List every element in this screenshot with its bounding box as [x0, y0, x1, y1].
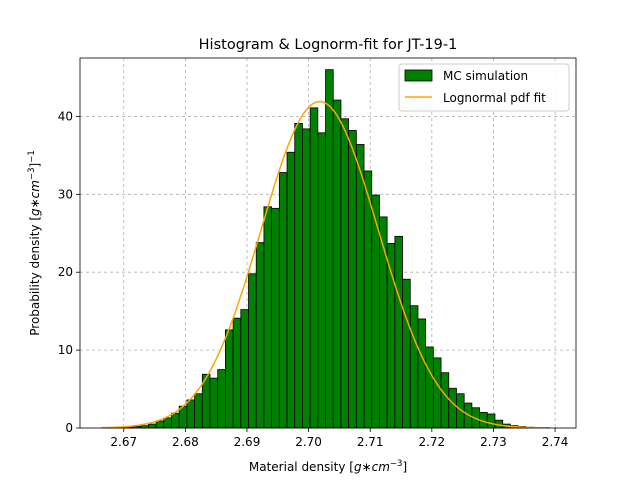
- histogram-bar: [340, 118, 350, 429]
- x-tick-label: 2.71: [357, 435, 384, 449]
- histogram-bar: [186, 399, 196, 429]
- histogram-bar: [486, 413, 496, 429]
- histogram-bar: [163, 417, 172, 429]
- histogram-bar: [440, 372, 450, 429]
- x-tick-label: 2.70: [295, 435, 322, 449]
- y-tick-label: 40: [58, 109, 73, 123]
- histogram-bar: [317, 132, 326, 429]
- y-axis-label-close: ]: [28, 163, 42, 168]
- chart-title: Histogram & Lognorm-fit for JT-19-1: [199, 37, 458, 53]
- legend-box: [398, 63, 570, 112]
- histogram-bar: [302, 128, 311, 429]
- histogram-bar: [363, 170, 373, 429]
- histogram-bar: [209, 377, 219, 429]
- x-axis-label-text: Material density [: [249, 460, 354, 474]
- legend-swatch-histogram: [404, 69, 433, 82]
- y-axis-label-math: g∗cm: [28, 180, 42, 216]
- histogram-bar: [147, 423, 157, 429]
- histogram-bar: [217, 369, 226, 429]
- y-axis-label-exp: −3: [27, 167, 37, 180]
- histogram-bar: [325, 69, 334, 429]
- legend-label-fit: Lognormal pdf fit: [443, 91, 546, 105]
- histogram-bar: [278, 172, 288, 429]
- histogram-bar: [448, 387, 457, 429]
- x-axis-label: Material density [g∗cm−3]: [249, 459, 407, 474]
- y-tick-label: 20: [58, 265, 73, 279]
- histogram-bar: [155, 420, 165, 429]
- histogram-bar: [394, 235, 403, 429]
- histogram-bar: [255, 242, 265, 429]
- histogram-bar: [263, 206, 273, 429]
- histogram-bar: [248, 273, 257, 429]
- x-tick-label: 2.68: [172, 435, 199, 449]
- histogram-bar: [294, 123, 303, 429]
- x-tick-label: 2.72: [418, 435, 445, 449]
- histogram-bar: [271, 207, 280, 429]
- x-tick-label: 2.73: [480, 435, 507, 449]
- x-axis-label-exp: −3: [390, 459, 403, 469]
- histogram-bar: [240, 309, 249, 429]
- y-tick-label: 0: [65, 421, 73, 435]
- x-tick-label: 2.74: [542, 435, 569, 449]
- y-tick-label: 30: [58, 187, 73, 201]
- legend: MC simulation Lognormal pdf fit: [398, 63, 570, 112]
- histogram-bar: [232, 317, 242, 429]
- histogram-bar: [402, 278, 411, 429]
- x-tick-label: 2.67: [110, 435, 137, 449]
- histogram-bar: [225, 329, 234, 429]
- histogram-bar: [409, 305, 419, 429]
- y-axis-label-outer-exp: −1: [27, 150, 37, 163]
- y-axis-label: Probability density [g∗cm−3]−1: [27, 150, 42, 335]
- x-tick-label: 2.69: [234, 435, 261, 449]
- histogram-bar: [332, 99, 342, 429]
- histogram-bars: [101, 69, 550, 429]
- histogram-bar: [425, 346, 434, 429]
- x-axis-label-math: g∗cm: [354, 460, 390, 474]
- y-axis-label-text: Probability density [: [28, 216, 42, 336]
- histogram-bar: [432, 357, 442, 429]
- histogram-bar: [194, 393, 203, 429]
- x-axis-ticks: 2.67 2.68 2.69 2.70 2.71 2.72 2.73 2.74: [110, 428, 568, 449]
- legend-label-histogram: MC simulation: [443, 69, 528, 83]
- histogram-bar: [417, 318, 427, 429]
- histogram-bar: [348, 130, 357, 429]
- histogram-bar: [286, 151, 296, 429]
- histogram-bar: [309, 107, 319, 429]
- histogram-bar: [171, 412, 180, 429]
- x-axis-label-close: ]: [402, 460, 407, 474]
- plot-frame: [79, 57, 577, 429]
- y-axis-ticks: 0 10 20 30 40: [58, 109, 80, 435]
- y-tick-label: 10: [58, 343, 73, 357]
- histogram-bar: [355, 144, 365, 429]
- lognormal-fit-line: [102, 100, 549, 429]
